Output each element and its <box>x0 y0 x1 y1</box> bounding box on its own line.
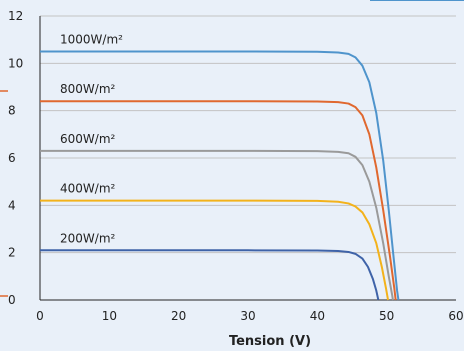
x-tick-label: 0 <box>36 309 44 323</box>
y-tick-label: 10 <box>8 56 23 70</box>
series-labels: 1000W/m² 800W/m² 600W/m² 400W/m² 200W/m² <box>60 33 123 246</box>
y-tick-label: 8 <box>8 104 16 118</box>
series-line <box>40 50 400 301</box>
x-tick-label: 60 <box>448 309 463 323</box>
series-line <box>40 199 390 301</box>
y-tick-label: 6 <box>8 151 16 165</box>
x-tick-label: 20 <box>171 309 186 323</box>
x-tick-label: 50 <box>379 309 394 323</box>
y-tick-label: 12 <box>8 9 23 23</box>
gridlines <box>40 15 456 254</box>
y-tick-label: 4 <box>8 198 16 212</box>
axes <box>39 16 456 301</box>
series-line <box>40 100 397 301</box>
x-tick-label: 30 <box>240 309 255 323</box>
series-label: 800W/m² <box>60 82 116 96</box>
series-label: 400W/m² <box>60 182 116 196</box>
tick-labels: 0 10 20 30 40 50 60 0 2 4 6 8 10 12 <box>8 9 464 323</box>
series-lines <box>40 50 400 301</box>
series-line <box>40 249 380 301</box>
series-label: 1000W/m² <box>60 33 123 47</box>
y-tick-label: 2 <box>8 246 16 260</box>
series-line <box>40 149 394 301</box>
x-tick-label: 10 <box>102 309 117 323</box>
series-label: 600W/m² <box>60 132 116 146</box>
x-axis-title: Tension (V) <box>229 334 311 349</box>
y-tick-label: 0 <box>8 293 16 307</box>
x-tick-label: 40 <box>310 309 325 323</box>
series-label: 200W/m² <box>60 231 116 245</box>
